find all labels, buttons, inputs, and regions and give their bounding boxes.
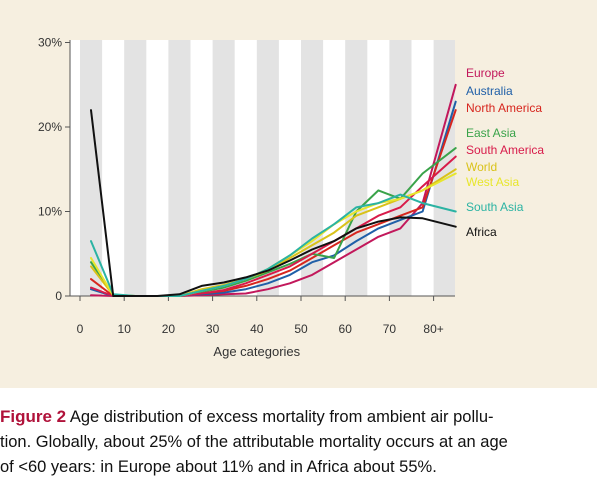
legend-south-america: South America <box>466 143 544 157</box>
x-axis-label: Age categories <box>213 344 300 359</box>
grid-band <box>345 40 368 296</box>
x-tick-label: 50 <box>294 322 308 336</box>
series-line-africa <box>90 109 457 297</box>
legend-south-asia: South Asia <box>466 200 524 214</box>
legend-north-america: North America <box>466 101 542 115</box>
y-tick-label: 10% <box>38 205 62 219</box>
caption-line-1: Age distribution of excess mortality fro… <box>69 408 494 426</box>
y-tick-label: 0 <box>55 289 62 303</box>
grid-band <box>301 40 324 296</box>
grid-band <box>389 40 412 296</box>
legend-europe: Europe <box>466 66 505 80</box>
x-tick-label: 80+ <box>423 322 443 336</box>
x-tick-label: 40 <box>250 322 264 336</box>
grid-band <box>256 40 279 296</box>
chart-panel: 0 10% 20% 30% 0 10 20 30 40 50 60 70 80+ Age categori… <box>0 0 597 388</box>
figure-label: Figure 2 <box>0 407 67 426</box>
x-tick-label: 70 <box>383 322 397 336</box>
x-tick-label: 20 <box>162 322 176 336</box>
legend-east-asia: East Asia <box>466 126 516 140</box>
legend-australia: Australia <box>466 84 513 98</box>
legend-west-asia: West Asia <box>466 175 519 189</box>
grid-band <box>80 40 103 296</box>
x-tick-label: 0 <box>77 322 84 336</box>
grid-band <box>168 40 191 296</box>
x-tick-label: 10 <box>118 322 132 336</box>
x-tick-label: 60 <box>339 322 353 336</box>
legend-africa: Africa <box>466 225 497 239</box>
caption-line-2: tion. Globally, about 25% of the attribu… <box>0 433 508 451</box>
y-tick-label: 30% <box>38 36 62 50</box>
caption-line-3: of <60 years: in Europe about 11% and in… <box>0 458 437 476</box>
legend-world: World <box>466 160 497 174</box>
figure-caption: Figure 2 Age distribution of excess mort… <box>0 404 592 480</box>
x-tick-label: 30 <box>206 322 220 336</box>
y-tick-label: 20% <box>38 120 62 134</box>
grid-band <box>124 40 147 296</box>
line-chart: 0 10% 20% 30% 0 10 20 30 40 50 60 70 80+ Age categori… <box>38 36 544 360</box>
grid-band <box>212 40 235 296</box>
